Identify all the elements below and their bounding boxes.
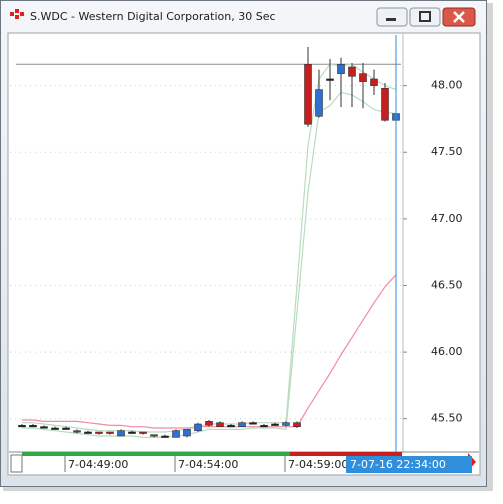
candle-body xyxy=(84,431,92,434)
candle-body xyxy=(183,429,191,437)
indicator-line xyxy=(22,274,397,429)
y-tick-label: 46.00 xyxy=(431,345,463,358)
candle-body xyxy=(249,422,257,425)
candle-body xyxy=(117,430,125,437)
minimize-button[interactable] xyxy=(376,7,408,27)
chart-area xyxy=(7,32,481,476)
y-tick-label: 48.00 xyxy=(431,79,463,92)
candle-body xyxy=(359,73,367,82)
crosshair-label-bg xyxy=(346,456,472,473)
candle-body xyxy=(139,431,147,434)
session-strip xyxy=(22,452,290,456)
candle-body xyxy=(348,66,356,77)
candle-body xyxy=(40,426,48,429)
candle-body xyxy=(161,435,169,438)
candle-body xyxy=(304,64,312,125)
candle-body xyxy=(315,89,323,117)
window-title: S.WDC - Western Digital Corporation, 30 … xyxy=(30,10,276,23)
close-button[interactable] xyxy=(442,7,476,27)
maximize-button[interactable] xyxy=(409,7,441,27)
candle-body xyxy=(128,431,136,434)
candle-body xyxy=(227,425,235,428)
candle-body xyxy=(150,434,158,437)
candle-body xyxy=(271,423,279,426)
candle-body xyxy=(381,87,389,121)
candle-body xyxy=(205,421,213,426)
scroll-box[interactable] xyxy=(10,454,23,473)
candle-body xyxy=(238,422,246,427)
x-tick-label: 7-04:54:00 xyxy=(178,458,238,471)
candle-body xyxy=(18,425,26,428)
app-icon xyxy=(10,9,24,19)
x-tick-label: 7-04:59:00 xyxy=(288,458,348,471)
candle-body xyxy=(29,425,37,428)
y-tick-label: 47.50 xyxy=(431,145,463,158)
y-tick-label: 46.50 xyxy=(431,278,463,291)
candle-body xyxy=(293,422,301,427)
candle-body xyxy=(73,430,81,433)
candle-body xyxy=(260,425,268,428)
x-tick-label: 7-04:49:00 xyxy=(68,458,128,471)
candle-body xyxy=(216,422,224,427)
candle-body xyxy=(194,423,202,431)
candle-body xyxy=(172,430,180,438)
candle-body xyxy=(326,78,334,81)
candle-body xyxy=(95,431,103,434)
crosshair-label: 7-07-16 22:34:00 xyxy=(350,458,446,471)
candle-body xyxy=(337,64,345,74)
candle-body xyxy=(51,427,59,430)
indicator-line xyxy=(22,91,397,438)
candle-body xyxy=(106,431,114,434)
session-strip xyxy=(290,452,402,456)
candle-body xyxy=(62,427,70,430)
y-tick-label: 47.00 xyxy=(431,212,463,225)
candle-body xyxy=(282,422,290,426)
y-tick-label: 45.50 xyxy=(431,412,463,425)
candle-body xyxy=(370,78,378,86)
